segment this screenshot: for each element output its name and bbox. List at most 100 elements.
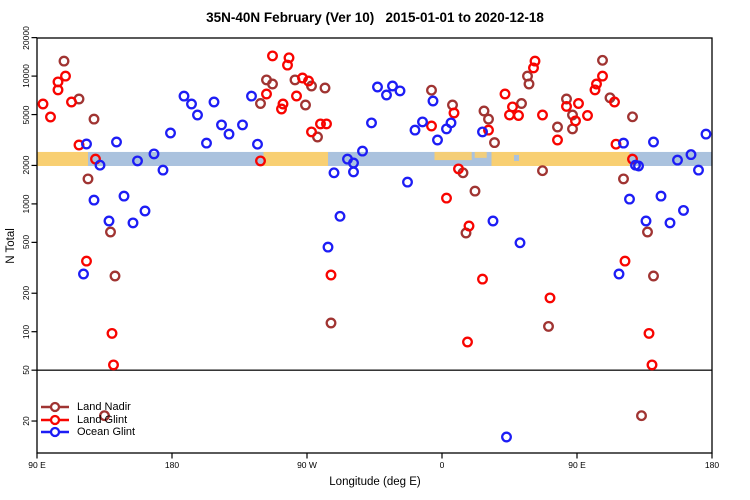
data-point-land-nadir: [478, 105, 490, 117]
data-point-land-nadir: [255, 98, 266, 109]
data-point-ocean-glint: [165, 127, 176, 139]
data-point-land-glint: [513, 110, 524, 121]
data-point-ocean-glint: [223, 128, 235, 140]
data-point-ocean-glint: [655, 190, 667, 202]
data-point-land-glint: [321, 118, 332, 130]
y-tick-label: 50: [21, 365, 31, 375]
data-point-land-glint: [529, 55, 541, 67]
data-point-ocean-glint: [664, 217, 676, 229]
data-point-land-glint: [591, 78, 602, 90]
data-point-land-nadir: [489, 137, 500, 149]
data-point-ocean-glint: [501, 431, 512, 443]
data-point-land-glint: [561, 100, 572, 112]
data-point-ocean-glint: [409, 124, 421, 136]
legend: Land Nadir Land Glint Ocean Glint: [40, 401, 135, 439]
data-point-ocean-glint: [322, 241, 334, 253]
data-point-land-nadir: [523, 78, 535, 90]
data-point-land-glint: [462, 336, 473, 348]
data-point-land-glint: [537, 109, 548, 121]
y-tick-label: 200: [21, 286, 31, 301]
legend-item-ocean-glint: Ocean Glint: [40, 426, 135, 439]
data-point-ocean-glint: [613, 268, 625, 280]
data-point-ocean-glint: [514, 237, 526, 249]
data-point-ocean-glint: [118, 190, 130, 202]
data-point-land-glint: [528, 62, 539, 74]
data-point-ocean-glint: [81, 138, 92, 150]
data-point-ocean-glint: [381, 89, 392, 101]
data-point-ocean-glint: [94, 159, 106, 171]
data-point-ocean-glint: [427, 95, 439, 107]
data-point-land-glint: [507, 101, 518, 113]
data-point-land-glint: [582, 110, 593, 121]
data-point-land-nadir: [483, 113, 494, 125]
data-point-ocean-glint: [237, 119, 248, 131]
data-point-ocean-glint: [148, 148, 160, 160]
data-point-land-glint: [499, 88, 511, 100]
y-tick-label: 10000: [21, 64, 31, 88]
data-point-land-glint: [646, 359, 658, 371]
data-point-ocean-glint: [216, 119, 227, 131]
data-point-ocean-glint: [432, 134, 443, 146]
data-point-land-nadir: [537, 165, 548, 177]
data-point-land-glint: [643, 327, 655, 339]
data-point-ocean-glint: [417, 116, 428, 128]
band-segment-orange-patch: [474, 151, 487, 158]
band-segment-orange: [491, 151, 630, 166]
x-tick-label: 180: [164, 460, 180, 470]
data-point-ocean-glint: [139, 205, 151, 217]
data-point-land-glint: [37, 98, 49, 110]
data-point-land-glint: [573, 98, 584, 109]
legend-label: Ocean Glint: [77, 426, 136, 439]
chart-title: 35N-40N February (Ver 10) 2015-01-01 to …: [206, 10, 544, 25]
data-point-ocean-glint: [192, 109, 203, 121]
data-point-ocean-glint: [624, 193, 635, 205]
legend-label: Land Nadir: [77, 401, 131, 413]
data-point-land-glint: [426, 120, 437, 132]
data-point-ocean-glint: [186, 98, 197, 110]
data-point-land-nadir: [636, 410, 647, 422]
data-point-ocean-glint: [88, 194, 100, 206]
data-point-land-glint: [52, 84, 64, 96]
data-point-ocean-glint: [127, 217, 139, 229]
data-point-land-nadir: [109, 270, 121, 282]
data-point-ocean-glint: [111, 136, 122, 148]
data-point-ocean-glint: [103, 215, 115, 227]
data-point-ocean-glint: [633, 160, 644, 172]
data-point-land-glint: [267, 50, 278, 62]
data-point-land-glint: [619, 255, 631, 267]
data-point-ocean-glint: [618, 137, 629, 149]
data-point-land-glint: [597, 70, 608, 82]
data-point-ocean-glint: [372, 81, 383, 93]
data-point-land-glint: [477, 273, 488, 285]
data-point-ocean-glint: [402, 176, 413, 188]
data-point-land-glint: [60, 70, 71, 82]
data-point-land-nadir: [642, 226, 653, 238]
data-point-land-nadir: [543, 320, 554, 332]
data-point-land-nadir: [325, 317, 337, 329]
data-point-land-nadir: [561, 93, 572, 105]
data-point-ocean-glint: [700, 128, 712, 140]
data-point-land-glint: [325, 269, 337, 281]
data-point-land-nadir: [267, 78, 278, 90]
data-point-ocean-glint: [357, 145, 368, 157]
data-point-ocean-glint: [78, 268, 89, 280]
band-segment-orange: [263, 151, 328, 166]
data-point-ocean-glint: [246, 90, 257, 102]
data-point-ocean-glint: [487, 215, 499, 227]
data-point-ocean-glint: [208, 96, 220, 108]
data-point-land-nadir: [300, 99, 311, 111]
data-point-land-glint: [483, 124, 494, 136]
data-point-ocean-glint: [640, 215, 652, 227]
band-segment-blue: [88, 151, 264, 166]
data-point-land-glint: [544, 292, 556, 304]
data-point-land-nadir: [99, 410, 110, 422]
legend-label: Land Glint: [77, 413, 128, 426]
data-point-ocean-glint: [178, 90, 190, 102]
data-point-land-glint: [81, 255, 92, 267]
data-point-ocean-glint: [477, 126, 488, 138]
data-point-ocean-glint: [366, 117, 377, 129]
x-tick-label: 90 W: [297, 460, 317, 470]
data-point-land-glint: [463, 220, 475, 232]
data-point-ocean-glint: [334, 210, 346, 222]
